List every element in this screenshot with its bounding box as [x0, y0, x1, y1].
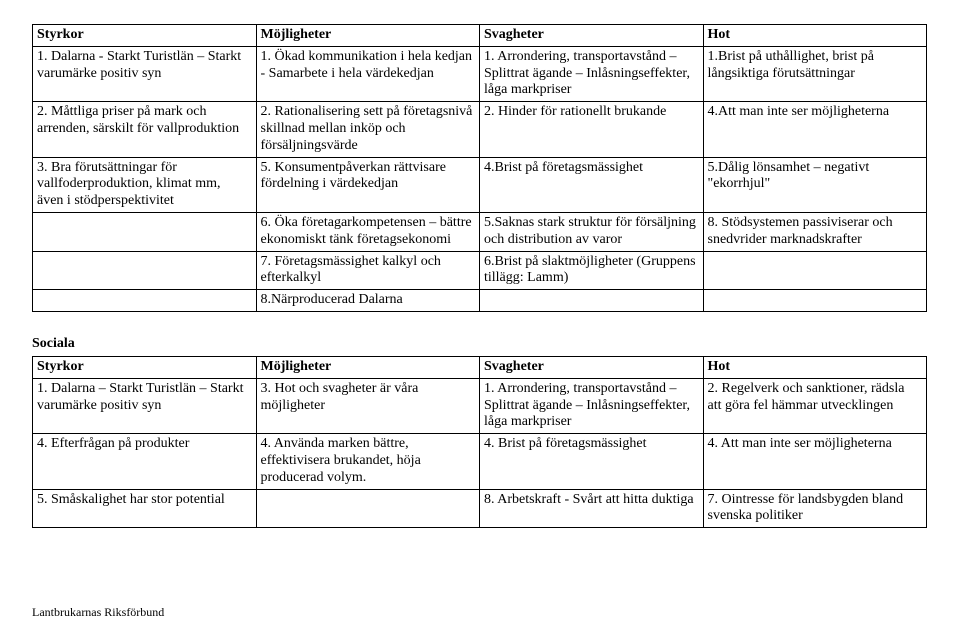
cell — [703, 290, 927, 312]
cell-text: 2. Rationalisering sett på företagsnivå … — [261, 104, 473, 153]
header-text: Styrkor — [37, 359, 84, 374]
cell-text: 7. Företagsmässighet kalkyl och efterkal… — [261, 254, 441, 286]
cell-text: 5. Konsumentpåverkan rättvisare fördelni… — [261, 160, 446, 192]
cell — [703, 251, 927, 290]
cell-text: 1. Arrondering, transportavstånd – Split… — [484, 49, 690, 98]
cell — [33, 212, 257, 251]
cell: 8. Stödsystemen passiviserar och snedvri… — [703, 212, 927, 251]
col-header: Hot — [703, 356, 927, 378]
cell: 7. Ointresse för landsbygden bland svens… — [703, 489, 927, 528]
cell-text: 4. Använda marken bättre, effektivisera … — [261, 436, 421, 485]
page-footer: Lantbrukarnas Riksförbund — [32, 605, 164, 620]
cell: 2. Hinder för rationellt brukande — [480, 102, 704, 157]
cell: 1. Dalarna – Starkt Turistlän – Starkt v… — [33, 378, 257, 433]
cell: 8.Närproducerad Dalarna — [256, 290, 480, 312]
cell-text: 5. Småskalighet har stor potential — [37, 492, 225, 507]
cell: 3. Hot och svagheter är våra möjligheter — [256, 378, 480, 433]
cell: 8. Arbetskraft - Svårt att hitta duktiga — [480, 489, 704, 528]
col-header: Möjligheter — [256, 356, 480, 378]
cell: 6.Brist på slaktmöjligheter (Gruppens ti… — [480, 251, 704, 290]
cell-text: 2. Hinder för rationellt brukande — [484, 104, 666, 119]
cell: 5. Konsumentpåverkan rättvisare fördelni… — [256, 157, 480, 212]
swot-table-2: Styrkor Möjligheter Svagheter Hot 1. Dal… — [32, 356, 927, 528]
section-heading-sociala: Sociala — [32, 336, 927, 352]
cell-text: 4.Brist på företagsmässighet — [484, 160, 643, 175]
table-row: 5. Småskalighet har stor potential 8. Ar… — [33, 489, 927, 528]
cell-text: 6.Brist på slaktmöjligheter (Gruppens ti… — [484, 254, 696, 286]
cell: 3. Bra förutsättningar för vallfoderprod… — [33, 157, 257, 212]
cell: 7. Företagsmässighet kalkyl och efterkal… — [256, 251, 480, 290]
col-header: Möjligheter — [256, 25, 480, 47]
section-heading-text: Sociala — [32, 336, 75, 351]
cell: 5.Saknas stark struktur för försäljning … — [480, 212, 704, 251]
cell-text: 1. Dalarna – Starkt Turistlän – Starkt v… — [37, 381, 244, 413]
cell-text: 5.Dålig lönsamhet – negativt "ekorrhjul" — [708, 160, 870, 192]
cell — [33, 251, 257, 290]
cell-text: 1. Ökad kommunikation i hela kedjan - Sa… — [261, 49, 473, 81]
cell — [256, 489, 480, 528]
cell-text: 2. Regelverk och sanktioner, rädsla att … — [708, 381, 905, 413]
cell-text: 4. Efterfrågan på produkter — [37, 436, 189, 451]
cell: 1.Brist på uthållighet, brist på långsik… — [703, 46, 927, 101]
cell: 1. Arrondering, transportavstånd – Split… — [480, 46, 704, 101]
cell: 4. Att man inte ser möjligheterna — [703, 434, 927, 489]
header-text: Svagheter — [484, 359, 544, 374]
cell: 2. Rationalisering sett på företagsnivå … — [256, 102, 480, 157]
cell: 1. Arrondering, transportavstånd – Split… — [480, 378, 704, 433]
table-row: 6. Öka företagarkompetensen – bättre eko… — [33, 212, 927, 251]
col-header: Svagheter — [480, 356, 704, 378]
header-text: Svagheter — [484, 27, 544, 42]
swot-table-1: Styrkor Möjligheter Svagheter Hot 1. Dal… — [32, 24, 927, 312]
col-header: Styrkor — [33, 356, 257, 378]
table-header-row: Styrkor Möjligheter Svagheter Hot — [33, 356, 927, 378]
cell: 4. Efterfrågan på produkter — [33, 434, 257, 489]
table-row: 1. Dalarna – Starkt Turistlän – Starkt v… — [33, 378, 927, 433]
cell: 6. Öka företagarkompetensen – bättre eko… — [256, 212, 480, 251]
col-header: Hot — [703, 25, 927, 47]
col-header: Styrkor — [33, 25, 257, 47]
cell-text: 3. Bra förutsättningar för vallfoderprod… — [37, 160, 221, 209]
cell-text: 8. Arbetskraft - Svårt att hitta duktiga — [484, 492, 694, 507]
cell-text: 4.Att man inte ser möjligheterna — [708, 104, 890, 119]
table-row: 7. Företagsmässighet kalkyl och efterkal… — [33, 251, 927, 290]
table-row: 3. Bra förutsättningar för vallfoderprod… — [33, 157, 927, 212]
cell-text: 7. Ointresse för landsbygden bland svens… — [708, 492, 904, 524]
cell: 1. Ökad kommunikation i hela kedjan - Sa… — [256, 46, 480, 101]
cell — [480, 290, 704, 312]
cell: 4.Brist på företagsmässighet — [480, 157, 704, 212]
header-text: Hot — [708, 27, 731, 42]
col-header: Svagheter — [480, 25, 704, 47]
cell: 4. Använda marken bättre, effektivisera … — [256, 434, 480, 489]
cell: 5.Dålig lönsamhet – negativt "ekorrhjul" — [703, 157, 927, 212]
cell-text: 8. Stödsystemen passiviserar och snedvri… — [708, 215, 893, 247]
cell: 5. Småskalighet har stor potential — [33, 489, 257, 528]
cell-text: 6. Öka företagarkompetensen – bättre eko… — [261, 215, 472, 247]
header-text: Möjligheter — [261, 359, 332, 374]
table-row: 8.Närproducerad Dalarna — [33, 290, 927, 312]
cell-text: 3. Hot och svagheter är våra möjligheter — [261, 381, 419, 413]
cell-text: 2. Måttliga priser på mark och arrenden,… — [37, 104, 239, 136]
cell-text: 1. Dalarna - Starkt Turistlän – Starkt v… — [37, 49, 241, 81]
cell-text: 8.Närproducerad Dalarna — [261, 292, 403, 307]
cell-text: 1.Brist på uthållighet, brist på långsik… — [708, 49, 874, 81]
header-text: Hot — [708, 359, 731, 374]
cell: 4. Brist på företagsmässighet — [480, 434, 704, 489]
cell: 2. Måttliga priser på mark och arrenden,… — [33, 102, 257, 157]
table-row: 2. Måttliga priser på mark och arrenden,… — [33, 102, 927, 157]
cell-text: 4. Brist på företagsmässighet — [484, 436, 647, 451]
footer-text: Lantbrukarnas Riksförbund — [32, 605, 164, 619]
cell: 2. Regelverk och sanktioner, rädsla att … — [703, 378, 927, 433]
header-text: Styrkor — [37, 27, 84, 42]
cell — [33, 290, 257, 312]
cell-text: 5.Saknas stark struktur för försäljning … — [484, 215, 696, 247]
cell: 4.Att man inte ser möjligheterna — [703, 102, 927, 157]
table-row: 4. Efterfrågan på produkter 4. Använda m… — [33, 434, 927, 489]
cell-text: 1. Arrondering, transportavstånd – Split… — [484, 381, 690, 430]
table-header-row: Styrkor Möjligheter Svagheter Hot — [33, 25, 927, 47]
cell: 1. Dalarna - Starkt Turistlän – Starkt v… — [33, 46, 257, 101]
cell-text: 4. Att man inte ser möjligheterna — [708, 436, 892, 451]
table-row: 1. Dalarna - Starkt Turistlän – Starkt v… — [33, 46, 927, 101]
header-text: Möjligheter — [261, 27, 332, 42]
